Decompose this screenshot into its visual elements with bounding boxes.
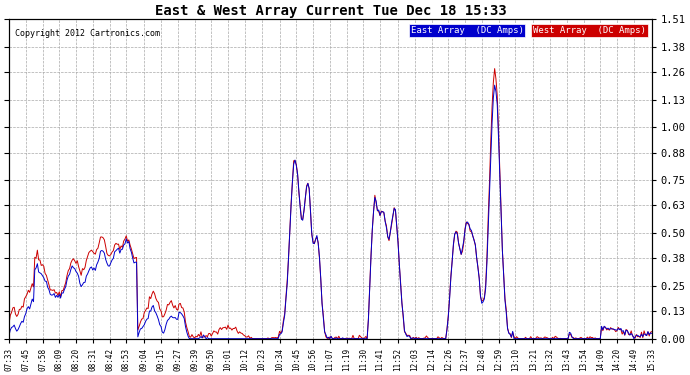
Text: Copyright 2012 Cartronics.com: Copyright 2012 Cartronics.com <box>15 29 161 38</box>
Text: West Array  (DC Amps): West Array (DC Amps) <box>533 26 646 35</box>
Title: East & West Array Current Tue Dec 18 15:33: East & West Array Current Tue Dec 18 15:… <box>155 4 506 18</box>
Text: East Array  (DC Amps): East Array (DC Amps) <box>411 26 524 35</box>
